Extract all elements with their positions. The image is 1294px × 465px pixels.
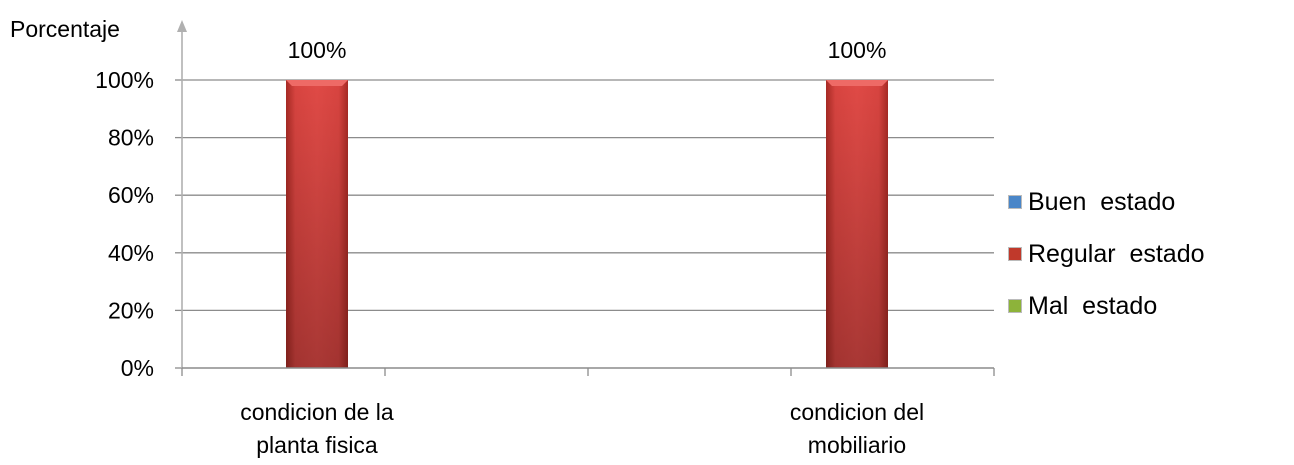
legend-label: Mal estado bbox=[1028, 291, 1158, 320]
bar-shade bbox=[826, 80, 888, 368]
legend-swatch bbox=[1008, 299, 1022, 313]
y-axis-arrow-icon bbox=[177, 20, 187, 32]
bar-shade bbox=[286, 80, 348, 368]
y-tick-label: 40% bbox=[108, 240, 154, 266]
legend-item: Buen estado bbox=[1008, 176, 1205, 228]
y-tick-label: 80% bbox=[108, 125, 154, 151]
data-label: 100% bbox=[288, 37, 347, 63]
legend-swatch bbox=[1008, 195, 1022, 209]
legend: Buen estado Regular estado Mal estado bbox=[1008, 176, 1205, 332]
legend-item: Mal estado bbox=[1008, 280, 1205, 332]
category-label: mobiliario bbox=[808, 432, 906, 458]
y-tick-label: 0% bbox=[121, 355, 154, 381]
bars bbox=[286, 80, 888, 368]
category-label: condicion de la bbox=[240, 399, 394, 425]
bar-bevel bbox=[826, 80, 888, 86]
legend-label: Buen estado bbox=[1028, 187, 1176, 216]
axes bbox=[175, 20, 995, 376]
y-tick-label: 100% bbox=[95, 67, 154, 93]
category-label: condicion del bbox=[790, 399, 924, 425]
legend-label: Regular estado bbox=[1028, 239, 1205, 268]
y-axis-title: Porcentaje bbox=[10, 16, 120, 42]
y-tick-label: 60% bbox=[108, 182, 154, 208]
labels: 0% 20% 40% 60% 80% 100% Porcentaje 100% condicio… bbox=[10, 16, 924, 458]
y-tick-label: 20% bbox=[108, 297, 154, 323]
category-label: planta fisica bbox=[256, 432, 378, 458]
legend-swatch bbox=[1008, 247, 1022, 261]
bar-bevel bbox=[286, 80, 348, 86]
legend-item: Regular estado bbox=[1008, 228, 1205, 280]
data-label: 100% bbox=[828, 37, 887, 63]
